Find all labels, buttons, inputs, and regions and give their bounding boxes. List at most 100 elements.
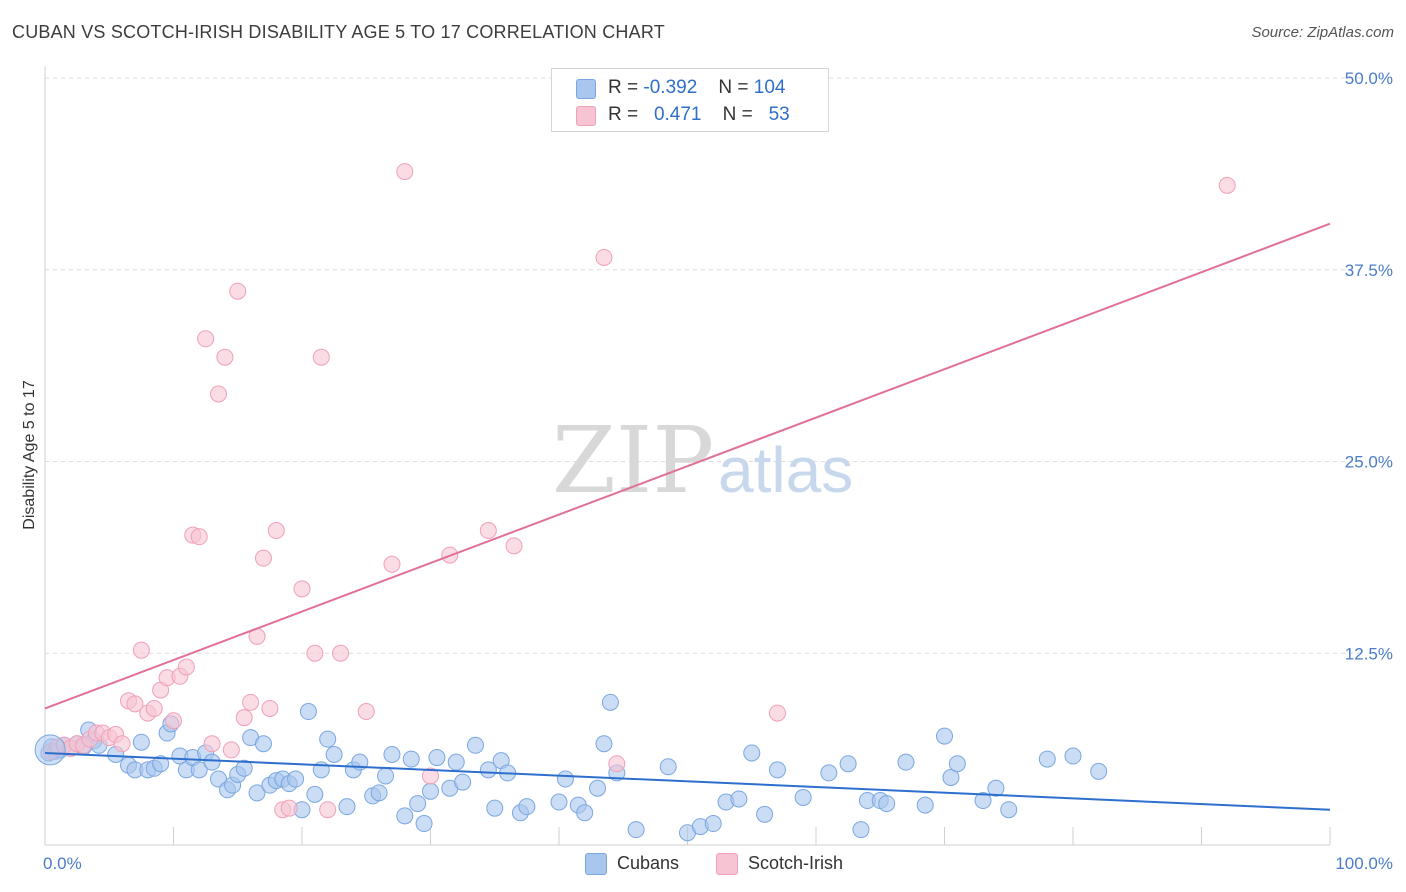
cuban-point (248, 784, 266, 802)
cuban-point (325, 745, 343, 763)
cuban-point (556, 770, 574, 788)
source-label: Source: ZipAtlas.com (1251, 24, 1394, 41)
cuban-point (852, 821, 870, 839)
cuban-point (730, 790, 748, 808)
scotch-irish-point (422, 767, 439, 785)
legend-r-label: R = (608, 77, 639, 98)
cuban-point (756, 805, 774, 823)
cuban-point (287, 770, 305, 788)
cuban-point (589, 779, 607, 797)
cuban-point (916, 796, 934, 814)
cuban-point (402, 750, 420, 768)
trend-lines (44, 222, 1331, 811)
scotch-irish-point (319, 801, 337, 819)
cuban-point (1038, 750, 1056, 768)
y-tick-label: 50.0% (1345, 69, 1393, 88)
cuban-point (550, 793, 568, 811)
cuban-point (454, 773, 472, 791)
cuban-point (1090, 762, 1108, 780)
y-tick-label: 25.0% (1345, 453, 1393, 472)
chart-title: CUBAN VS SCOTCH-IRISH DISABILITY AGE 5 T… (12, 22, 665, 42)
scotch-irish-point (216, 348, 234, 366)
legend-n-value: 53 (768, 104, 790, 125)
legend-swatch-scotch-irish (576, 106, 596, 126)
cuban-point (190, 761, 208, 779)
cuban-point (794, 788, 812, 806)
y-tick-label: 37.5% (1345, 261, 1393, 280)
cuban-point (383, 745, 401, 763)
scotch-irish-point (595, 248, 613, 266)
scotch-irish-point (113, 735, 131, 753)
bottom-legend-label: Scotch-Irish (748, 853, 844, 873)
cuban-point (820, 764, 838, 782)
cuban-point (152, 755, 170, 773)
scotch-irish-point (197, 330, 215, 348)
cuban-point (948, 755, 966, 773)
cuban-point (627, 821, 645, 839)
cuban-point (839, 755, 857, 773)
legend-n-label: N = (722, 104, 753, 125)
scotch-irish-point (209, 385, 227, 403)
scotch-irish-point (396, 163, 414, 181)
scotch-irish-point (229, 282, 247, 300)
scotch-irish-trend-line (44, 222, 1331, 710)
cuban-point (601, 693, 619, 711)
cuban-point (415, 815, 433, 833)
cuban-point (479, 761, 497, 779)
cuban-point (974, 792, 992, 810)
cuban-point (422, 782, 439, 800)
cuban-point (409, 795, 427, 813)
grid-lines (45, 77, 1365, 654)
cuban-point (942, 769, 960, 787)
scotch-irish-point (254, 549, 272, 567)
cuban-point (987, 779, 1005, 797)
cuban-point (1064, 747, 1082, 765)
scotch-irish-point (505, 537, 523, 555)
cuban-point (396, 807, 414, 825)
tick-labels: 12.5% 25.0% 37.5% 50.0% 0.0% 100.0% (43, 69, 1393, 873)
scotch-irish-point (203, 735, 221, 753)
cuban-point (659, 758, 677, 776)
cuban-point (768, 761, 786, 779)
scotch-irish-point (479, 522, 497, 540)
cuban-point (319, 730, 337, 748)
cuban-point (235, 759, 253, 777)
cuban-point (447, 753, 465, 771)
legend-r-value: -0.392 (643, 77, 698, 98)
cuban-point (132, 733, 150, 751)
cuban-point (338, 798, 356, 816)
legend-n-value: 104 (753, 77, 786, 98)
cuban-point (370, 784, 388, 802)
cuban-point (743, 744, 761, 762)
cuban-point (254, 735, 272, 753)
x-tick-label: 0.0% (43, 854, 82, 873)
scotch-irish-point (293, 580, 311, 598)
scotch-irish-point (1218, 176, 1236, 194)
scotch-irish-point (332, 644, 350, 662)
cuban-point (466, 736, 484, 754)
legend-r-value: 0.471 (653, 104, 702, 125)
y-axis-label: Disability Age 5 to 17 (21, 380, 38, 530)
legend-n-label: N = (718, 77, 749, 98)
scotch-irish-point (768, 704, 786, 722)
cuban-point (518, 798, 536, 816)
cuban-point (299, 703, 317, 721)
cuban-point (936, 727, 953, 745)
bottom-swatch-scotch-irish (716, 853, 738, 875)
scotch-irish-point (222, 741, 240, 759)
data-points (34, 163, 1236, 842)
scotch-irish-point (242, 693, 260, 711)
watermark-zip: ZIP (552, 407, 714, 514)
cuban-cluster-point (34, 734, 66, 766)
bottom-legend-label: Cubans (617, 853, 680, 873)
cuban-point (203, 753, 221, 771)
correlation-legend: R = -0.392 N = 104 R = 0.471 N = 53 (551, 68, 829, 132)
legend-r-label: R = (608, 104, 639, 125)
cuban-point (486, 799, 504, 817)
scotch-irish-point (383, 555, 401, 573)
scotch-irish-point (280, 799, 298, 817)
scotch-irish-point (312, 348, 330, 366)
scotch-irish-point (261, 699, 279, 717)
scotch-irish-point (190, 528, 208, 546)
